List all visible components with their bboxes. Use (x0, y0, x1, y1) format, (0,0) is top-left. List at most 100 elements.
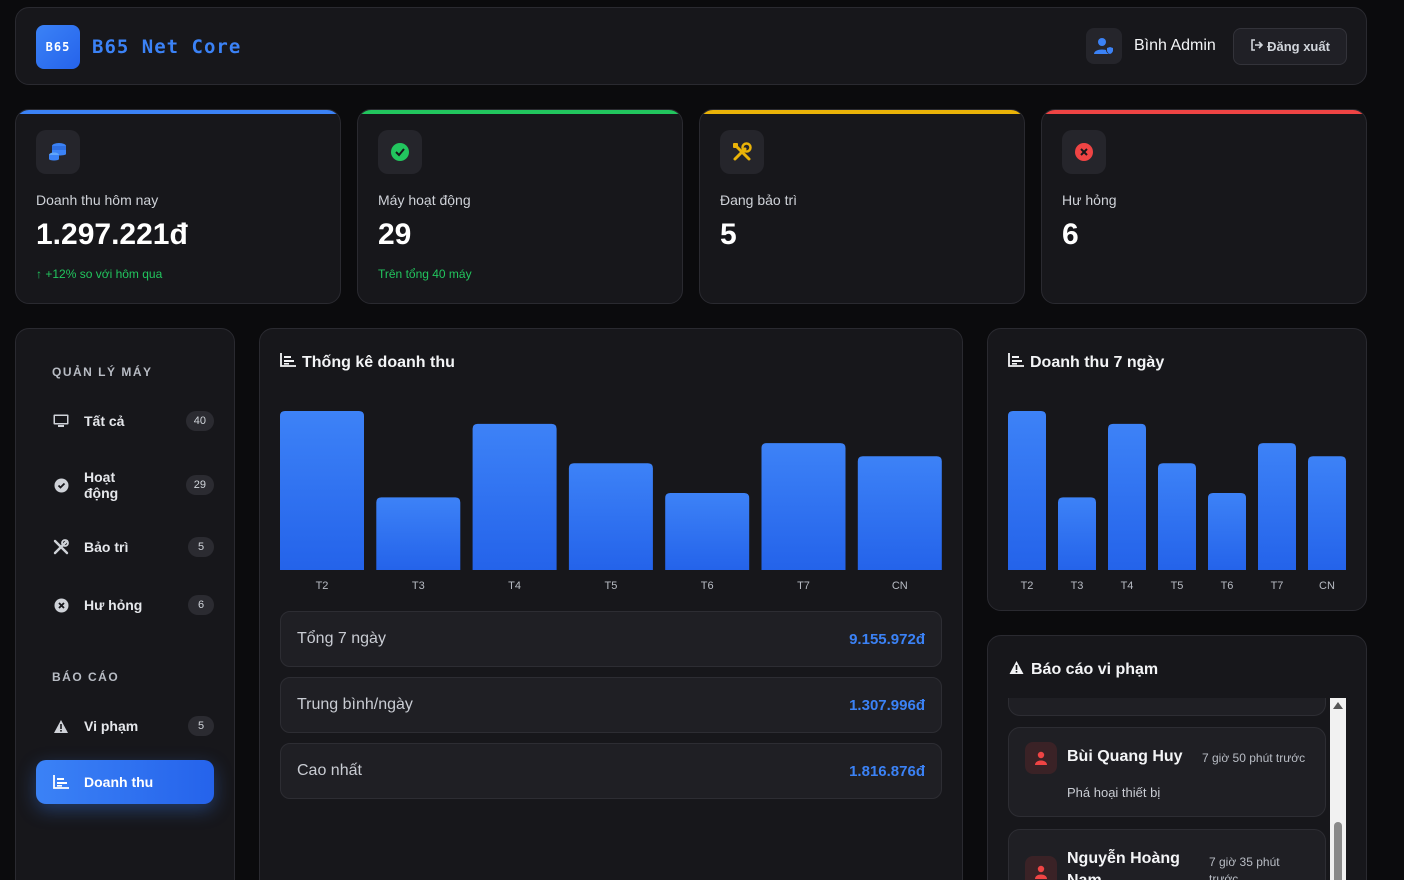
x-tick-label: T5 (604, 580, 617, 592)
x-tick-label: T4 (508, 580, 521, 592)
logout-label: Đăng xuất (1267, 39, 1330, 54)
stat-value: 1.297.221đ (36, 218, 188, 251)
bar-T2[interactable] (1008, 411, 1046, 570)
report-scrollbar[interactable] (1330, 698, 1346, 880)
x-circle-icon (1062, 130, 1106, 174)
x-tick-label: T7 (1271, 580, 1284, 592)
logout-icon (1250, 39, 1264, 54)
sidebar-item-label: Doanh thu (84, 774, 154, 790)
bar-T3[interactable] (1058, 497, 1096, 570)
revenue-panel: Thống kê doanh thu T2 T3 T4 T5 T6 T7 CN Tổng 7… (259, 328, 963, 880)
x-tick-label: T3 (1071, 580, 1084, 592)
report-user-name: Bùi Quang Huy (1067, 748, 1183, 765)
report-list[interactable]: Bùi Quang Huy 7 giờ 50 phút trước Phá ho… (1008, 698, 1328, 880)
stat-sub-text: +12% so với hôm qua (45, 267, 163, 281)
x-tick-label: T4 (1121, 580, 1134, 592)
summary-label: Cao nhất (297, 762, 362, 779)
x-circle-icon (52, 596, 70, 614)
revenue-bar-chart: T2 T3 T4 T5 T6 T7 CN (280, 411, 942, 592)
bar-T5[interactable] (568, 463, 653, 570)
reports-title-text: Báo cáo vi phạm (1031, 661, 1159, 678)
sidebar-item-violations[interactable]: Vi phạm 5 (36, 715, 214, 737)
week-revenue-panel: Doanh thu 7 ngày T2 T3 T4 T5 T6 T7 CN (987, 328, 1367, 611)
stat-accent-bar (1042, 110, 1366, 114)
brand-name[interactable]: B65 Net Core (92, 36, 242, 58)
report-description: Phá hoại thiết bị (1067, 785, 1161, 800)
report-item-partial[interactable] (1008, 698, 1326, 716)
bar-T6[interactable] (665, 492, 750, 570)
stat-value: 6 (1062, 218, 1079, 251)
user-icon (1025, 742, 1057, 774)
bar-T4[interactable] (1108, 423, 1146, 570)
sidebar-item-broken[interactable]: Hư hỏng 6 (36, 594, 214, 616)
stat-label: Máy hoạt động (378, 192, 471, 208)
violation-reports-panel: Báo cáo vi phạm Bùi Quang Huy 7 giờ 50 p… (987, 635, 1367, 880)
x-tick-label: T6 (701, 580, 714, 592)
sidebar-item-count: 5 (188, 537, 214, 557)
stat-card-maintenance: Đang bảo trì 5 (699, 109, 1025, 304)
sidebar-item-label: Vi phạm (84, 718, 139, 734)
summary-value: 1.816.876đ (849, 763, 925, 780)
user-shield-icon (1086, 28, 1122, 64)
reports-panel-title: Báo cáo vi phạm (1008, 660, 1158, 680)
report-item[interactable]: Nguyễn Hoàng Nam 7 giờ 35 phút trước (1008, 829, 1326, 880)
stat-value: 29 (378, 218, 412, 251)
bar-CN[interactable] (857, 456, 942, 570)
x-tick-label: T7 (797, 580, 810, 592)
stat-accent-bar (700, 110, 1024, 114)
stat-card-active: Máy hoạt động 29 Trên tổng 40 máy (357, 109, 683, 304)
x-tick-label: T2 (316, 580, 329, 592)
scroll-thumb[interactable] (1334, 822, 1342, 880)
bar-T3[interactable] (376, 497, 461, 570)
logout-button[interactable]: Đăng xuất (1233, 28, 1347, 65)
bar-T7[interactable] (761, 443, 846, 570)
week-title-text: Doanh thu 7 ngày (1030, 353, 1165, 371)
header: B65 B65 Net Core Bình Admin Đăng xuất (15, 7, 1367, 85)
bar-T2[interactable] (280, 411, 364, 570)
summary-row-max: Cao nhất 1.816.876đ (280, 743, 942, 799)
bar-T6[interactable] (1208, 492, 1246, 570)
report-time: 7 giờ 50 phút trước (1202, 751, 1306, 765)
summary-row-average: Trung bình/ngày 1.307.996đ (280, 677, 942, 733)
bar-T5[interactable] (1158, 463, 1196, 570)
report-time: 7 giờ 35 phút trước (1209, 855, 1280, 880)
user-icon (1025, 856, 1057, 880)
sidebar-item-label: Tất cả (84, 413, 125, 429)
stat-sub: Trên tổng 40 máy (378, 267, 472, 281)
stat-value: 5 (720, 218, 737, 251)
bar-T4[interactable] (472, 423, 557, 570)
sidebar-item-count: 6 (188, 595, 214, 615)
scroll-up-icon[interactable] (1333, 702, 1343, 709)
warning-icon (1008, 660, 1025, 680)
report-item[interactable]: Bùi Quang Huy 7 giờ 50 phút trước Phá ho… (1008, 727, 1326, 817)
sidebar-item-label: Bảo trì (84, 539, 129, 555)
stat-label: Doanh thu hôm nay (36, 192, 159, 208)
bar-CN[interactable] (1308, 456, 1346, 570)
sidebar: QUẢN LÝ MÁY Tất cả 40 Hoạt động 29 Bảo t… (15, 328, 235, 880)
sidebar-item-all[interactable]: Tất cả 40 (36, 410, 214, 432)
stat-label: Hư hỏng (1062, 192, 1117, 208)
sidebar-item-active[interactable]: Hoạt động 29 (36, 468, 214, 502)
x-tick-label: T6 (1221, 580, 1234, 592)
x-tick-label: T3 (412, 580, 425, 592)
revenue-panel-title: Thống kê doanh thu (280, 353, 455, 372)
check-circle-icon (378, 130, 422, 174)
logo[interactable]: B65 (36, 25, 80, 69)
bar-T7[interactable] (1258, 443, 1296, 570)
stat-label: Đang bảo trì (720, 192, 798, 208)
sidebar-section-reports: BÁO CÁO (52, 670, 120, 684)
sidebar-item-revenue[interactable]: Doanh thu (36, 760, 214, 804)
stat-sub: ↑ +12% so với hôm qua (36, 267, 162, 281)
stat-accent-bar (16, 110, 340, 114)
summary-row-total: Tổng 7 ngày 9.155.972đ (280, 611, 942, 667)
sidebar-item-count: 29 (185, 475, 214, 495)
warning-icon (52, 717, 70, 735)
monitor-icon (52, 412, 70, 430)
sidebar-item-maintenance[interactable]: Bảo trì 5 (36, 536, 214, 558)
x-tick-label: CN (892, 580, 908, 592)
x-tick-label: T2 (1021, 580, 1034, 592)
week-panel-title: Doanh thu 7 ngày (1008, 353, 1164, 372)
summary-value: 9.155.972đ (849, 631, 925, 648)
sidebar-item-count: 5 (188, 716, 214, 736)
summary-label: Trung bình/ngày (297, 696, 413, 713)
